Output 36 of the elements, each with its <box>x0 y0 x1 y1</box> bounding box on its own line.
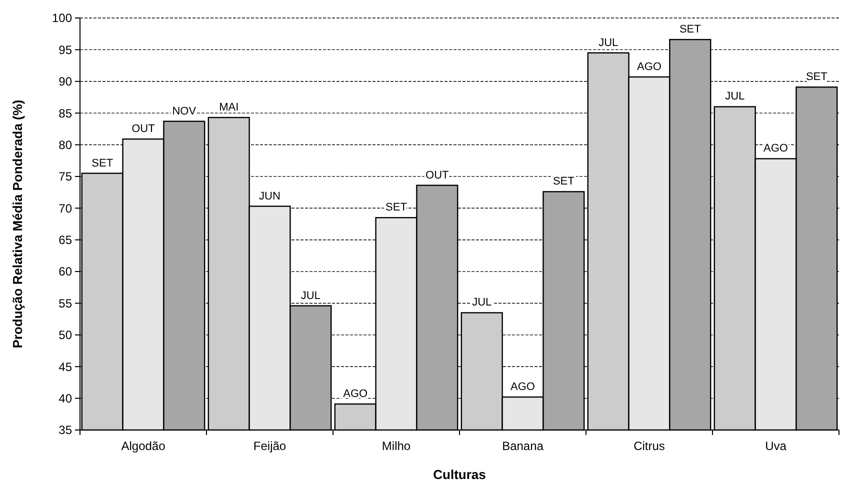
y-tick-label: 50 <box>58 328 72 342</box>
data-label: AGO <box>510 381 536 394</box>
data-label: SET <box>92 157 114 170</box>
y-tick-label: 65 <box>58 233 72 248</box>
data-label: SET <box>806 71 828 84</box>
y-axis-title: Produção Relativa Média Ponderada (%) <box>10 100 25 348</box>
data-label: JUL <box>725 90 745 103</box>
data-label: MAI <box>219 102 239 114</box>
data-label: JUN <box>259 190 280 202</box>
data-label: SET <box>552 176 575 188</box>
x-tick-label: Citrus <box>634 439 665 453</box>
y-tick-label: 55 <box>58 296 72 310</box>
y-tick-label: 90 <box>58 74 72 89</box>
x-tick-label: Uva <box>765 439 787 453</box>
y-tick-label: 35 <box>58 423 72 438</box>
x-tick-label: Algodão <box>121 439 166 453</box>
y-tick-label: 100 <box>52 11 72 26</box>
y-tick-label: 60 <box>58 264 72 279</box>
data-label: AGO <box>764 142 788 155</box>
x-axis-title: Culturas <box>433 467 486 482</box>
x-tick-label: Milho <box>382 439 411 453</box>
data-label: JUL <box>598 36 618 49</box>
y-tick-label: 80 <box>58 138 72 152</box>
x-tick-label: Feijão <box>253 439 286 453</box>
y-tick-label: 85 <box>58 106 72 120</box>
y-tick-label: 45 <box>58 360 72 374</box>
y-tick-label: 95 <box>58 42 72 57</box>
y-tick-label: 75 <box>58 170 72 184</box>
data-label: AGO <box>343 388 368 400</box>
y-tick-label: 40 <box>58 392 72 406</box>
data-label: SET <box>679 24 702 36</box>
y-tick-label: 70 <box>58 201 72 216</box>
data-label: JUL <box>300 290 320 302</box>
data-label: AGO <box>637 60 662 73</box>
data-label: OUT <box>132 123 156 136</box>
x-tick-label: Banana <box>502 439 544 453</box>
